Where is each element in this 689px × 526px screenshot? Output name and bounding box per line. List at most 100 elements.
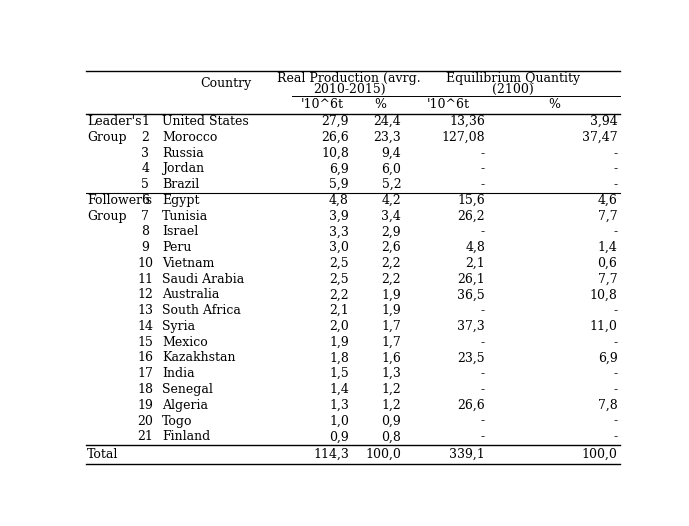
Text: Total: Total	[88, 448, 119, 461]
Text: 0,9: 0,9	[329, 430, 349, 443]
Text: 1,3: 1,3	[329, 399, 349, 412]
Text: 2,2: 2,2	[382, 272, 401, 286]
Text: -: -	[613, 414, 617, 428]
Text: '10^6t: '10^6t	[426, 98, 469, 111]
Text: 6,9: 6,9	[597, 351, 617, 365]
Text: 2,1: 2,1	[329, 304, 349, 317]
Text: -: -	[613, 336, 617, 349]
Text: 100,0: 100,0	[365, 448, 401, 461]
Text: 23,3: 23,3	[373, 131, 401, 144]
Text: 13: 13	[137, 304, 154, 317]
Text: 1,6: 1,6	[381, 351, 401, 365]
Text: -: -	[481, 147, 485, 159]
Text: 13,36: 13,36	[449, 115, 485, 128]
Text: Jordan: Jordan	[162, 163, 204, 175]
Text: 339,1: 339,1	[449, 448, 485, 461]
Text: 37,47: 37,47	[582, 131, 617, 144]
Text: 26,6: 26,6	[321, 131, 349, 144]
Text: 127,08: 127,08	[442, 131, 485, 144]
Text: 14: 14	[137, 320, 154, 333]
Text: -: -	[481, 430, 485, 443]
Text: 3,94: 3,94	[590, 115, 617, 128]
Text: -: -	[481, 178, 485, 191]
Text: 0,8: 0,8	[381, 430, 401, 443]
Text: 12: 12	[138, 288, 154, 301]
Text: Morocco: Morocco	[162, 131, 217, 144]
Text: 4,6: 4,6	[597, 194, 617, 207]
Text: %: %	[548, 98, 561, 111]
Text: %: %	[374, 98, 386, 111]
Text: 10,8: 10,8	[590, 288, 617, 301]
Text: 6: 6	[141, 194, 150, 207]
Text: 36,5: 36,5	[457, 288, 485, 301]
Text: 1,5: 1,5	[329, 367, 349, 380]
Text: 27,9: 27,9	[321, 115, 349, 128]
Text: 3,4: 3,4	[381, 210, 401, 222]
Text: 7: 7	[141, 210, 150, 222]
Text: Group: Group	[88, 131, 127, 144]
Text: 15: 15	[138, 336, 154, 349]
Text: -: -	[481, 383, 485, 396]
Text: -: -	[613, 304, 617, 317]
Text: Tunisia: Tunisia	[162, 210, 208, 222]
Text: (2100): (2100)	[493, 83, 534, 96]
Text: 7,7: 7,7	[598, 210, 617, 222]
Text: 4: 4	[141, 163, 150, 175]
Text: 37,3: 37,3	[457, 320, 485, 333]
Text: 1,2: 1,2	[382, 399, 401, 412]
Text: 0,9: 0,9	[382, 414, 401, 428]
Text: -: -	[481, 163, 485, 175]
Text: 10,8: 10,8	[321, 147, 349, 159]
Text: South Africa: South Africa	[162, 304, 241, 317]
Text: Togo: Togo	[162, 414, 192, 428]
Text: Group: Group	[88, 210, 127, 222]
Text: -: -	[613, 178, 617, 191]
Text: 4,8: 4,8	[465, 241, 485, 254]
Text: Brazil: Brazil	[162, 178, 199, 191]
Text: Leader's: Leader's	[88, 115, 142, 128]
Text: Saudi Arabia: Saudi Arabia	[162, 272, 244, 286]
Text: 2,5: 2,5	[329, 272, 349, 286]
Text: 17: 17	[138, 367, 154, 380]
Text: Country: Country	[200, 77, 252, 90]
Text: -: -	[613, 226, 617, 238]
Text: Vietnam: Vietnam	[162, 257, 214, 270]
Text: 20: 20	[138, 414, 154, 428]
Text: 2,9: 2,9	[382, 226, 401, 238]
Text: 5,2: 5,2	[382, 178, 401, 191]
Text: 19: 19	[138, 399, 154, 412]
Text: 114,3: 114,3	[313, 448, 349, 461]
Text: 3,9: 3,9	[329, 210, 349, 222]
Text: 8: 8	[141, 226, 150, 238]
Text: 9: 9	[141, 241, 150, 254]
Text: -: -	[481, 336, 485, 349]
Text: 100,0: 100,0	[582, 448, 617, 461]
Text: 7,8: 7,8	[597, 399, 617, 412]
Text: 0,6: 0,6	[597, 257, 617, 270]
Text: Israel: Israel	[162, 226, 198, 238]
Text: 2: 2	[141, 131, 150, 144]
Text: 18: 18	[137, 383, 154, 396]
Text: 2,1: 2,1	[465, 257, 485, 270]
Text: 16: 16	[137, 351, 154, 365]
Text: 2,0: 2,0	[329, 320, 349, 333]
Text: 24,4: 24,4	[373, 115, 401, 128]
Text: 5,9: 5,9	[329, 178, 349, 191]
Text: 6,9: 6,9	[329, 163, 349, 175]
Text: Australia: Australia	[162, 288, 219, 301]
Text: 23,5: 23,5	[457, 351, 485, 365]
Text: 1,4: 1,4	[329, 383, 349, 396]
Text: 10: 10	[137, 257, 154, 270]
Text: 26,6: 26,6	[457, 399, 485, 412]
Text: 4,2: 4,2	[382, 194, 401, 207]
Text: -: -	[613, 147, 617, 159]
Text: 1,7: 1,7	[382, 336, 401, 349]
Text: 5: 5	[141, 178, 150, 191]
Text: United States: United States	[162, 115, 249, 128]
Text: 4,8: 4,8	[329, 194, 349, 207]
Text: 1,9: 1,9	[329, 336, 349, 349]
Text: 11: 11	[137, 272, 154, 286]
Text: 3: 3	[141, 147, 150, 159]
Text: -: -	[481, 414, 485, 428]
Text: -: -	[481, 226, 485, 238]
